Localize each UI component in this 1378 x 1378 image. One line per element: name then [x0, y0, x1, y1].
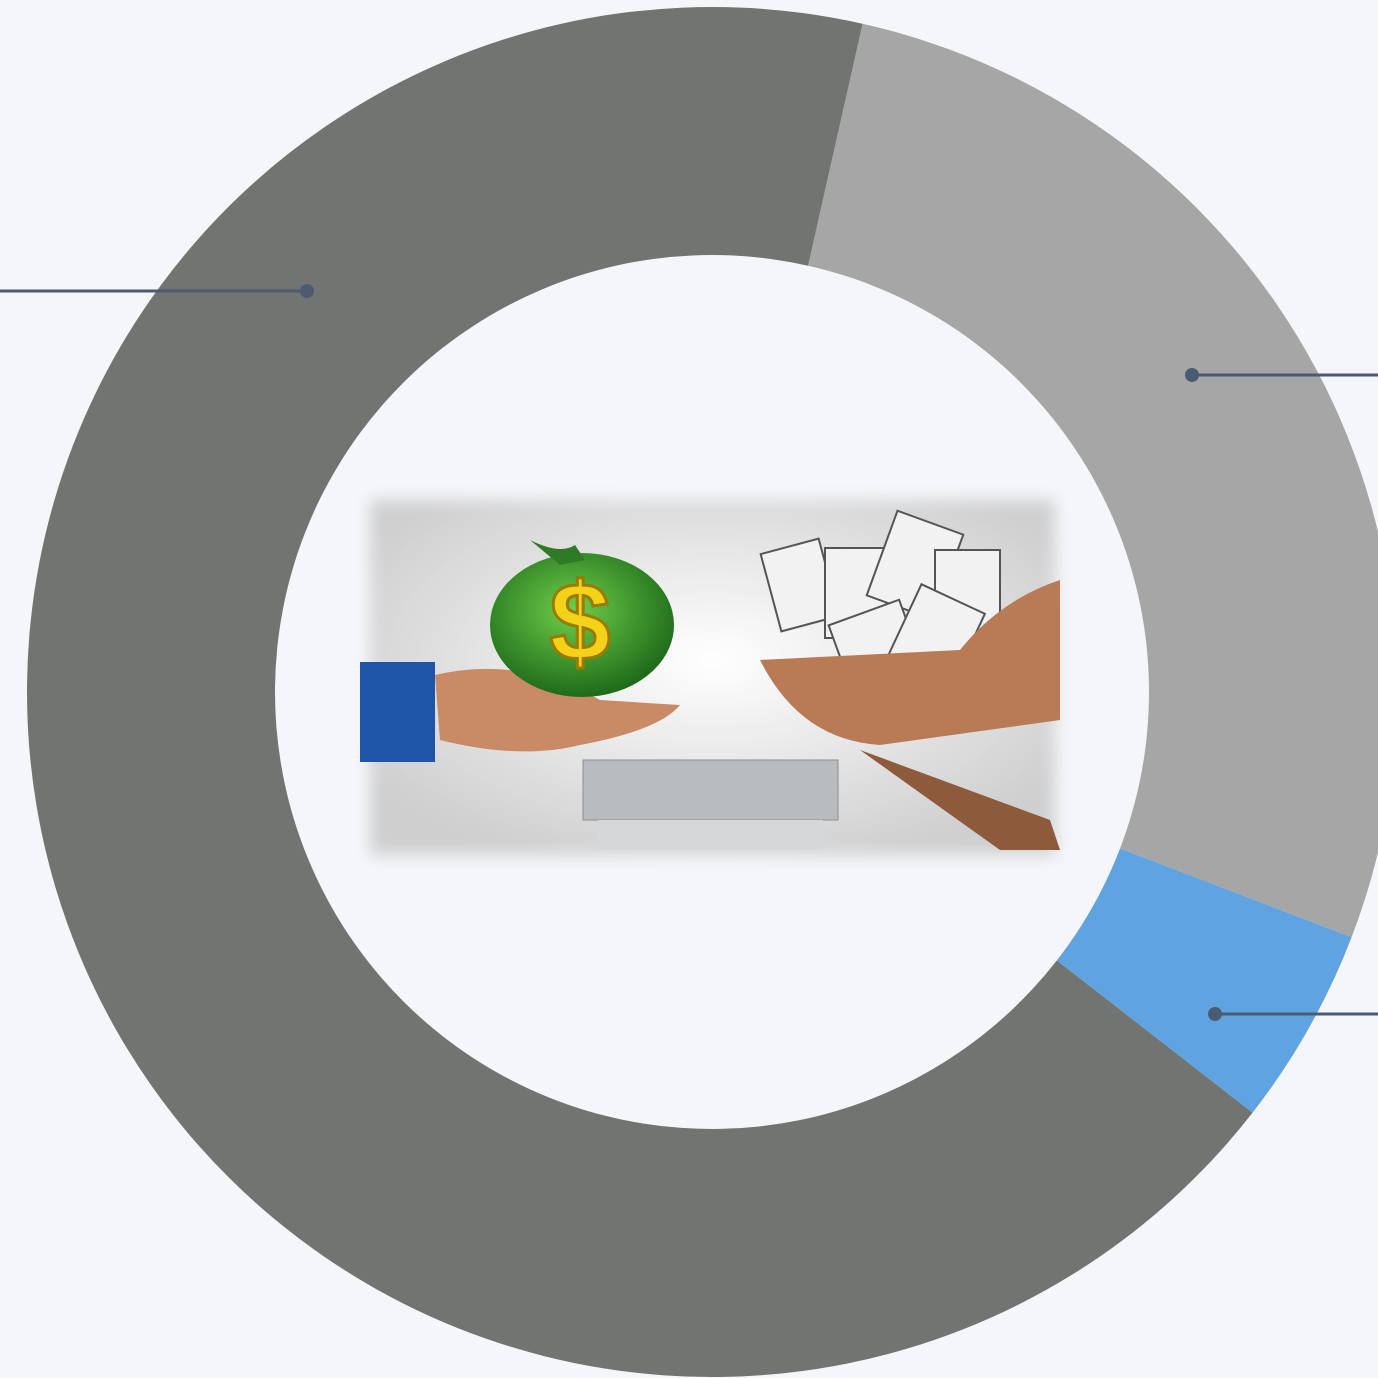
- leader-lines: [0, 284, 1378, 1021]
- donut-slice: [1056, 848, 1352, 1113]
- sleeve: [360, 662, 435, 762]
- donut: [27, 6, 1378, 1377]
- center-illustration: $: [360, 500, 1060, 855]
- dollar-icon: $: [549, 561, 610, 684]
- bag-top: [530, 540, 585, 565]
- donut-slice: [808, 23, 1378, 938]
- hand: [435, 668, 680, 752]
- ballot-box-base: [598, 820, 823, 850]
- leader-dot: [300, 284, 314, 298]
- donut-slice: [27, 6, 1253, 1377]
- hands: [760, 580, 1060, 850]
- money-bag: [490, 553, 674, 697]
- ballot-box: [582, 759, 839, 821]
- leader-dot: [1208, 1007, 1222, 1021]
- leader-dot: [1185, 368, 1199, 382]
